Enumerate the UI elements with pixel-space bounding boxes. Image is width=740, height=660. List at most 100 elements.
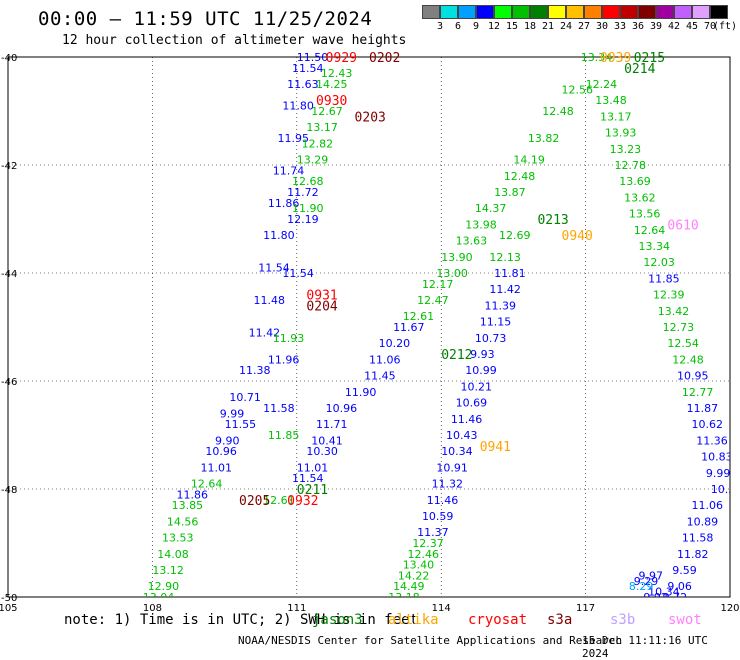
wave-height-label: 11.87 xyxy=(687,402,719,415)
y-tick-label: -42 xyxy=(1,161,17,172)
wave-height-label: 11.58 xyxy=(682,532,714,545)
wave-height-label: 11.80 xyxy=(263,229,295,242)
legend-swatch xyxy=(620,5,638,19)
wave-height-label: 11.38 xyxy=(239,364,270,377)
wave-height-label: 11.36 xyxy=(696,434,728,447)
wave-height-label: 11.93 xyxy=(273,332,305,345)
wave-height-label: 11.54 xyxy=(292,472,324,485)
wave-height-label: 10.62 xyxy=(691,418,723,431)
wave-height-label: 12.56 xyxy=(562,83,594,96)
wave-height-label: 9.59 xyxy=(672,564,697,577)
wave-height-label: 10.59 xyxy=(422,510,454,523)
legend-tick-label: 39 xyxy=(649,21,663,32)
pass-time-label: 0211 xyxy=(297,483,328,498)
wave-height-label: 12.48 xyxy=(504,170,535,183)
wave-height-label: 11.01 xyxy=(201,461,233,474)
wave-height-label: 9.06 xyxy=(667,580,692,593)
wave-height-label: 10.43 xyxy=(446,429,478,442)
legend-tick-label: 45 xyxy=(685,21,699,32)
wave-height-label: 11.45 xyxy=(364,370,396,383)
legend-swatch xyxy=(602,5,620,19)
x-tick-label: 120 xyxy=(720,603,739,614)
wave-height-label: 12.37 xyxy=(412,537,444,550)
wave-height-label: 12.48 xyxy=(542,105,574,118)
wave-height-label: 12.13 xyxy=(489,251,521,264)
footer-timestamp: 15 Dec 11:11:16 UTC 2024 xyxy=(582,634,708,660)
wave-height-label: 12.67 xyxy=(311,105,343,118)
wave-height-label: 13.85 xyxy=(172,499,204,512)
wave-height-label: 9.29 xyxy=(634,575,659,588)
wave-height-label: 11.55 xyxy=(225,418,257,431)
wave-height-label: 12.77 xyxy=(682,386,714,399)
legend-swatch xyxy=(494,5,512,19)
satellite-swot: swot xyxy=(668,612,702,628)
wave-height-label: 13.48 xyxy=(595,94,627,107)
wave-height-label: 13.40 xyxy=(403,559,435,572)
pass-time-label: 0202 xyxy=(369,51,400,66)
x-tick-label: 111 xyxy=(287,603,306,614)
wave-height-label: 10.73 xyxy=(475,332,507,345)
wave-height-label: 11.86 xyxy=(176,488,208,501)
pass-time-label: 0204 xyxy=(306,299,337,314)
wave-height-label: 13.87 xyxy=(494,186,526,199)
pass-time-label: 0205 xyxy=(239,494,270,509)
wave-height-label: 14.22 xyxy=(398,569,430,582)
wave-height-label: 11.15 xyxy=(480,316,512,329)
wave-height-label: 13.17 xyxy=(600,110,632,123)
wave-height-label: 10.21 xyxy=(460,380,492,393)
legend-tick-label: 21 xyxy=(541,21,555,32)
wave-height-label: 11.37 xyxy=(417,526,449,539)
wave-height-label: 13.23 xyxy=(610,143,642,156)
satellite-jason3: jason3 xyxy=(312,612,363,628)
legend-tick-label: 24 xyxy=(559,21,573,32)
wave-height-label: 12.39 xyxy=(653,289,685,302)
y-tick-label: -40 xyxy=(1,53,17,64)
wave-height-label: 12.47 xyxy=(417,294,449,307)
wave-height-label: 11.85 xyxy=(648,272,680,285)
pass-time-label: 0939 xyxy=(600,51,631,66)
note-text: note: 1) Time is in UTC; 2) SWH is in fe… xyxy=(64,612,419,628)
wave-height-label: 14.37 xyxy=(475,202,507,215)
wave-height-label: 11.72 xyxy=(287,186,319,199)
legend-tick-label: 9 xyxy=(472,21,480,32)
wave-height-label: 13.56 xyxy=(629,208,661,221)
satellite-s3b: s3b xyxy=(610,612,636,628)
wave-height-label: 12.46 xyxy=(408,548,440,561)
wave-height-label: 11.58 xyxy=(263,402,295,415)
wave-height-label: 13.98 xyxy=(465,218,497,231)
chart-subtitle: 12 hour collection of altimeter wave hei… xyxy=(62,33,407,48)
wave-height-label: 9.90 xyxy=(215,434,240,447)
wave-height-label: 13.12 xyxy=(152,564,184,577)
wave-height-label: 9.99 xyxy=(220,407,245,420)
wave-height-label: 8.29 xyxy=(629,580,654,593)
wave-height-label: 10.30 xyxy=(711,483,740,496)
wave-height-label: 11.90 xyxy=(345,386,377,399)
wave-height-label: 11.42 xyxy=(249,326,281,339)
wave-height-label: 9.93 xyxy=(470,348,495,361)
wave-height-label: 11.01 xyxy=(297,461,329,474)
wave-height-label: 13.42 xyxy=(658,305,690,318)
legend-tick-label: 33 xyxy=(613,21,627,32)
wave-height-label: 10.91 xyxy=(436,461,468,474)
wave-height-label: 11.82 xyxy=(677,548,709,561)
y-tick-label: -50 xyxy=(1,593,17,604)
satellite-s3a: s3a xyxy=(547,612,573,628)
chart-title: 00:00 — 11:59 UTC 11/25/2024 xyxy=(38,8,373,30)
legend-tick-label: 36 xyxy=(631,21,645,32)
wave-height-label: 10.71 xyxy=(229,391,261,404)
pass-time-label: 0610 xyxy=(667,218,698,233)
wave-height-label: 13.69 xyxy=(619,175,651,188)
wave-height-label: 13.90 xyxy=(441,251,473,264)
pass-time-label: 0932 xyxy=(287,494,318,509)
wave-height-label: 11.48 xyxy=(253,294,284,307)
legend-swatch xyxy=(674,5,692,19)
pass-time-label: 0203 xyxy=(355,110,386,125)
wave-height-label: 14.19 xyxy=(513,154,545,167)
pass-time-label: 0930 xyxy=(316,94,347,109)
pass-time-label: 0931 xyxy=(306,289,337,304)
wave-height-label: 12.64 xyxy=(191,478,223,491)
wave-height-label: 12.69 xyxy=(499,229,530,242)
footer-organization: NOAA/NESDIS Center for Satellite Applica… xyxy=(238,634,623,647)
wave-height-label: 12.43 xyxy=(321,67,353,80)
